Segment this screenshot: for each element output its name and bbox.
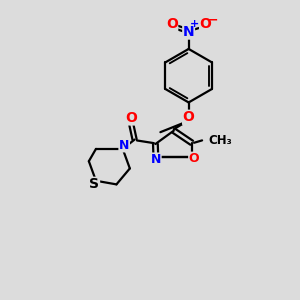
Text: −: − xyxy=(208,13,219,26)
Text: O: O xyxy=(189,152,200,165)
Text: N: N xyxy=(183,25,194,39)
Text: O: O xyxy=(183,110,195,124)
Text: N: N xyxy=(119,139,129,152)
Text: O: O xyxy=(166,17,178,31)
Text: O: O xyxy=(200,17,211,31)
Text: S: S xyxy=(89,177,100,191)
Text: N: N xyxy=(151,153,161,166)
Text: +: + xyxy=(190,19,199,29)
Text: O: O xyxy=(125,111,137,125)
Text: CH₃: CH₃ xyxy=(208,134,232,147)
